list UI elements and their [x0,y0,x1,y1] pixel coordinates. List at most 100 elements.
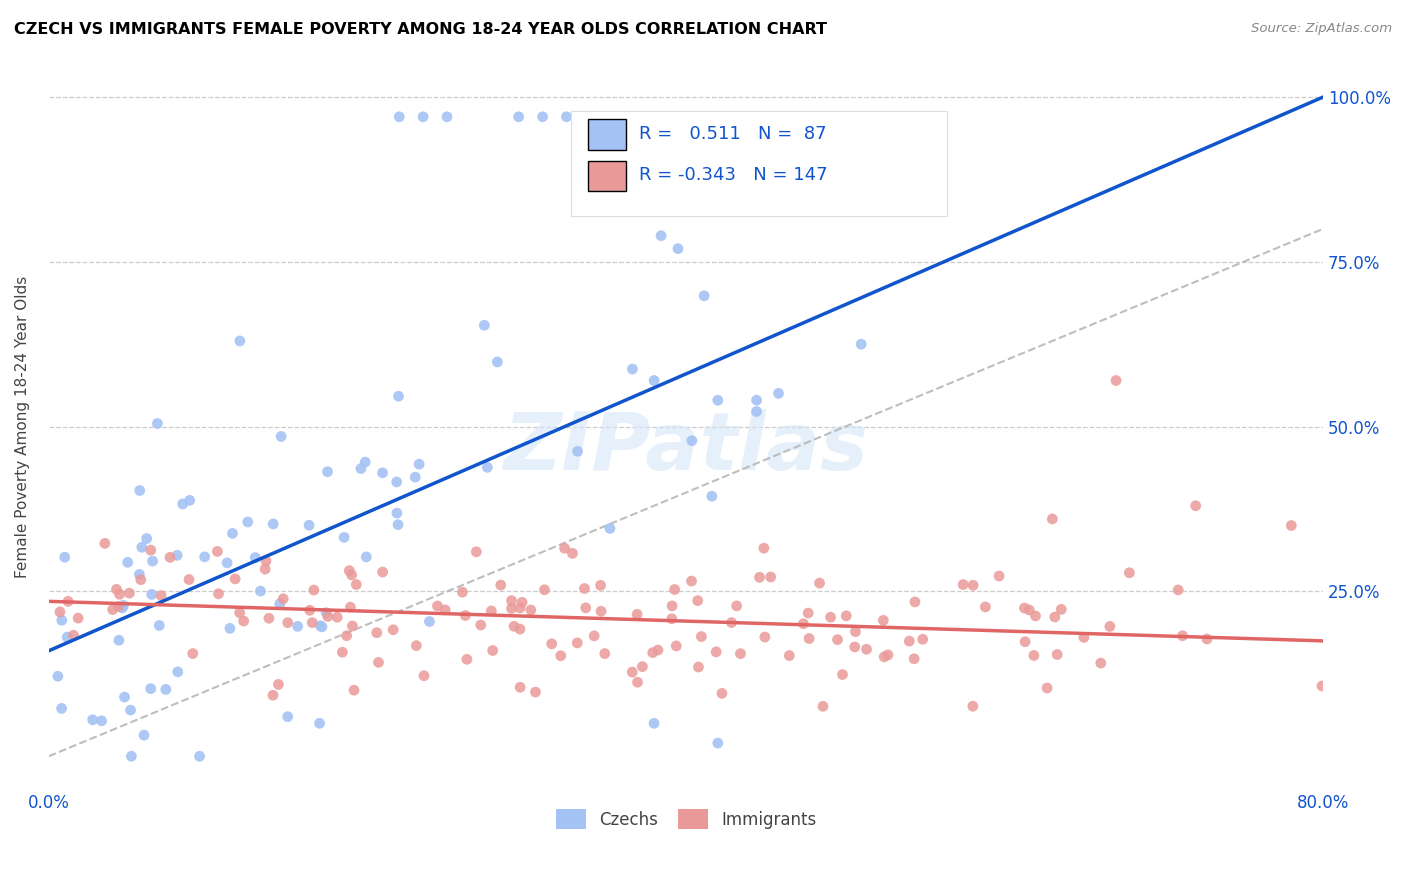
Point [120,703,142,717]
Point [155,682,177,697]
Point [456,652,478,666]
Point [583,629,606,643]
Point [855,642,877,657]
Point [94,536,117,550]
Point [561,546,583,560]
Point [911,632,934,647]
Point [177,573,200,587]
Point [315,606,337,620]
Point [112,599,135,613]
Point [308,716,330,731]
Point [1040,512,1063,526]
Point [707,393,730,408]
Point [690,630,713,644]
Point [754,630,776,644]
Point [120,749,142,764]
Point [298,603,321,617]
Point [224,572,246,586]
Point [46,669,69,683]
Point [1024,609,1046,624]
Point [647,643,669,657]
Text: ZIPatlas: ZIPatlas [503,409,869,487]
Point [533,582,555,597]
Point [903,652,925,666]
Point [1310,679,1333,693]
Point [51,701,73,715]
Point [311,620,333,634]
Point [808,576,831,591]
Point [489,578,512,592]
Point [336,629,359,643]
Point [621,665,644,679]
Point [343,683,366,698]
Point [219,621,242,635]
Point [501,601,523,615]
Point [509,622,531,636]
Point [962,699,984,714]
Point [139,681,162,696]
Point [139,543,162,558]
Point [350,461,373,475]
Point [367,656,389,670]
Point [107,599,129,614]
Point [681,574,703,588]
Point [540,637,562,651]
Point [382,623,405,637]
FancyBboxPatch shape [571,112,948,217]
Point [666,242,689,256]
Point [236,515,259,529]
Point [56,630,79,644]
Point [501,593,523,607]
Point [693,289,716,303]
Point [128,483,150,498]
Point [159,550,181,565]
Point [877,648,900,662]
Point [413,669,436,683]
Text: Source: ZipAtlas.com: Source: ZipAtlas.com [1251,22,1392,36]
Point [108,587,131,601]
Point [1171,629,1194,643]
Point [388,110,411,124]
Point [342,619,364,633]
Point [700,489,723,503]
Point [574,582,596,596]
Point [62,628,84,642]
Point [661,599,683,613]
Point [267,677,290,691]
Point [811,699,834,714]
Point [752,541,775,556]
Point [53,550,76,565]
Point [371,565,394,579]
Point [509,601,531,615]
Point [1118,566,1140,580]
Point [827,632,849,647]
Point [418,615,440,629]
Point [188,749,211,764]
Point [725,599,748,613]
Point [730,647,752,661]
Point [221,526,243,541]
Point [194,549,217,564]
Point [49,605,72,619]
Point [387,517,409,532]
Point [720,615,742,630]
Point [974,599,997,614]
Point [643,374,665,388]
Point [849,337,872,351]
Point [339,600,361,615]
Point [1050,602,1073,616]
Point [287,619,309,633]
Point [356,549,378,564]
Point [589,604,612,618]
Point [686,593,709,607]
Point [472,318,495,333]
Point [371,466,394,480]
Point [436,110,458,124]
Point [1043,610,1066,624]
Point [962,578,984,592]
Point [207,587,229,601]
Point [129,573,152,587]
Point [1018,603,1040,617]
Point [641,646,664,660]
Point [748,570,770,584]
